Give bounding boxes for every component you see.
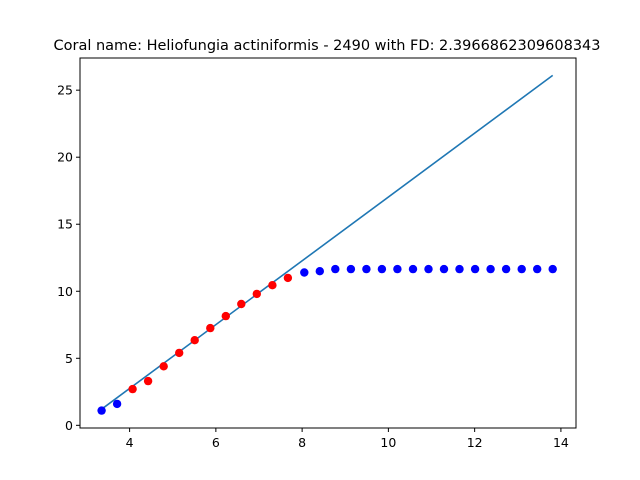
data-point bbox=[315, 267, 324, 276]
data-point bbox=[362, 264, 371, 274]
y-tick-label: 20 bbox=[57, 150, 73, 165]
data-point bbox=[424, 264, 433, 274]
data-point bbox=[143, 376, 153, 386]
data-point bbox=[237, 299, 246, 309]
y-tick-label: 25 bbox=[57, 83, 73, 98]
data-point bbox=[300, 268, 309, 277]
y-tick-label: 10 bbox=[57, 284, 73, 299]
x-tick-label: 8 bbox=[298, 435, 306, 450]
data-point bbox=[221, 311, 230, 321]
x-axis: 4 6 8 10 12 14 bbox=[126, 428, 569, 450]
data-point bbox=[455, 264, 464, 274]
data-point bbox=[533, 264, 542, 274]
x-tick-label: 4 bbox=[126, 435, 134, 450]
x-tick-label: 14 bbox=[553, 435, 569, 450]
data-point bbox=[175, 348, 184, 358]
axes-frame bbox=[79, 57, 577, 429]
x-tick-label: 12 bbox=[467, 435, 483, 450]
data-point bbox=[377, 264, 387, 274]
y-tick-label: 5 bbox=[65, 351, 73, 366]
data-point bbox=[501, 264, 511, 274]
x-tick-label: 10 bbox=[380, 435, 396, 450]
data-point bbox=[252, 289, 261, 299]
y-axis: 0 5 10 15 20 25 bbox=[57, 83, 80, 433]
data-point bbox=[439, 264, 449, 274]
fit-line bbox=[101, 74, 554, 410]
data-point bbox=[190, 336, 199, 345]
data-point bbox=[408, 264, 418, 274]
data-point bbox=[331, 264, 340, 274]
data-point bbox=[470, 264, 480, 274]
data-point bbox=[548, 264, 557, 274]
data-point bbox=[128, 384, 137, 394]
data-point bbox=[206, 323, 215, 333]
data-point bbox=[346, 264, 356, 274]
y-tick-label: 15 bbox=[57, 217, 73, 232]
data-point bbox=[159, 362, 168, 371]
data-point bbox=[97, 406, 106, 415]
x-tick-label: 6 bbox=[212, 435, 220, 450]
data-point bbox=[517, 264, 526, 274]
data-point bbox=[283, 273, 293, 283]
data-point bbox=[268, 281, 277, 290]
y-tick-label: 0 bbox=[65, 418, 73, 433]
chart-title: Coral name: Heliofungia actiniformis - 2… bbox=[53, 38, 600, 54]
data-point bbox=[393, 264, 402, 274]
plot-area bbox=[97, 74, 557, 415]
data-point bbox=[112, 399, 122, 409]
data-point bbox=[486, 264, 495, 274]
